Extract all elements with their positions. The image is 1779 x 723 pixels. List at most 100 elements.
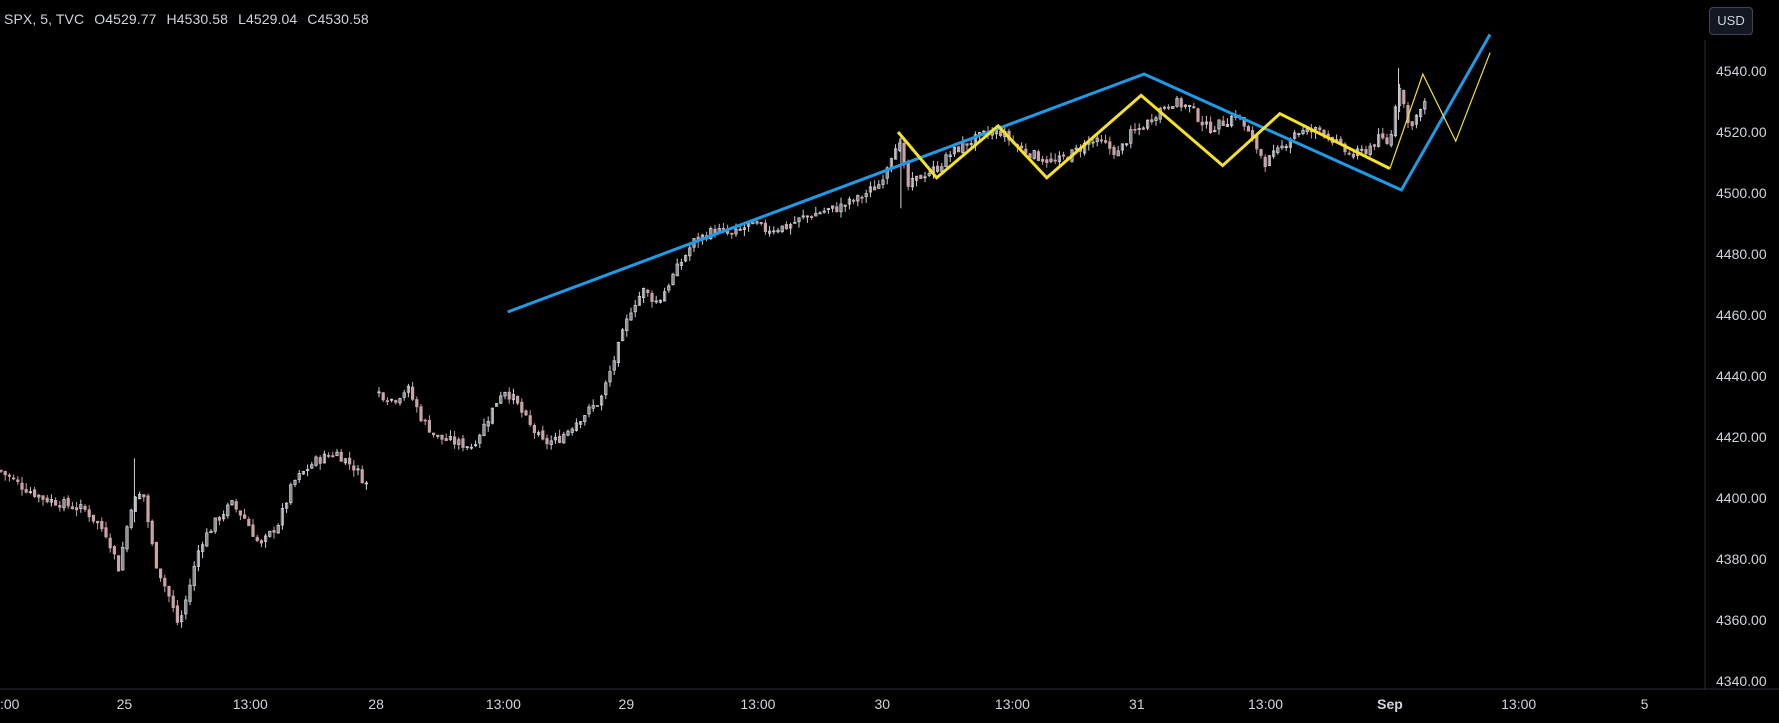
time-tick-label: :00 [0,696,20,712]
time-axis[interactable]: :00 25 13:00 28 13:00 29 13:00 30 13:00 31 13:00 Se… [0,696,1649,712]
candle-body [494,403,499,407]
candle-body [1146,119,1150,129]
price-tick-label: 4480.00 [1716,246,1767,262]
candle-body [343,458,348,464]
zigzag-drawing[interactable] [896,93,1391,180]
candle-body [452,436,457,445]
time-tick-label: 29 [619,696,635,712]
candle-body [1141,127,1145,130]
candle-body [87,509,91,518]
candle-body [642,288,646,298]
candle-body [595,405,600,407]
trendline-drawing[interactable] [507,33,1492,314]
candle-body [784,223,789,230]
candle-body [255,536,259,541]
candle-body [734,228,738,235]
candle-body [637,295,642,306]
time-tick-label: 31 [1129,696,1145,712]
candle-body [511,394,516,401]
candle-body [919,174,923,179]
candle-body [982,130,986,133]
price-axis[interactable]: 4540.00 4520.00 4500.00 4480.00 4460.00 4440.… [1716,63,1767,689]
projection-drawing[interactable] [1389,52,1491,169]
candle-body [558,435,562,444]
candle-body [1423,101,1427,110]
price-tick-label: 4420.00 [1716,429,1767,445]
candle-body [957,146,961,153]
candle-body [1255,135,1259,150]
candle-body [885,167,889,179]
candle-body [318,457,322,464]
candle-body [209,530,213,534]
symbol-label[interactable]: SPX, 5, TVC [4,11,85,27]
candle-body [621,329,625,342]
candle-body [389,398,394,401]
candle-body [646,289,650,294]
candle-body [507,391,511,400]
candle-body [868,186,873,193]
candle-body [927,172,931,176]
candle-body [528,415,532,425]
candle-body [1301,130,1305,135]
drawings-layer[interactable] [507,33,1492,314]
candle-body [843,204,847,207]
candle-body [629,312,633,321]
candle-body [503,391,507,397]
candle-body [205,532,209,547]
candle-body [91,514,95,522]
candle-body [818,212,822,215]
candle-body [163,577,167,587]
candle-body [688,247,692,257]
currency-button[interactable]: USD [1709,7,1753,35]
candle-body [196,550,200,567]
candle-body [297,473,301,480]
candle-body [1192,106,1196,109]
candle-body [1137,128,1141,130]
candle-body [864,193,868,197]
candle-body [175,605,179,623]
candle-body [259,540,264,544]
candle-body [570,428,574,433]
time-tick-label: 13:00 [233,696,268,712]
candle-body [415,399,419,408]
candle-body [54,500,58,506]
candle-body [1045,159,1049,164]
candle-body [587,406,591,415]
candle-body [839,203,843,213]
candle-body [1204,121,1208,125]
candle-body [70,506,74,510]
candle-body [469,446,474,449]
candle-body [1305,128,1309,133]
price-tick-label: 4460.00 [1716,307,1767,323]
candle-body [1091,141,1095,144]
candle-body [1179,98,1183,108]
candle-body [654,300,658,303]
candle-body [579,421,583,425]
candle-body [763,222,768,233]
candle-body [545,437,549,445]
symbol-legend: SPX, 5, TVC O4529.77 H4530.58 L4529.04 C… [4,11,375,27]
candle-body [490,407,495,424]
candle-body [431,432,436,436]
candle-body [915,175,919,181]
candle-body [457,439,461,445]
candle-body [381,392,385,401]
candle-body [608,371,612,383]
candle-body [1133,128,1137,131]
candle-body [604,382,608,396]
candle-body [7,474,11,477]
candle-body [45,497,49,503]
candle-body [1377,134,1381,147]
candle-body [293,479,297,485]
candle-body [1318,127,1322,131]
candle-body [730,232,734,235]
candle-body [331,455,335,458]
candle-body [738,228,742,231]
candle-body [1154,117,1158,122]
candle-body [1074,147,1078,150]
candle-body [137,493,142,500]
candle-body [289,484,293,504]
candle-body [142,494,146,498]
time-tick-label: Sep [1377,696,1403,712]
